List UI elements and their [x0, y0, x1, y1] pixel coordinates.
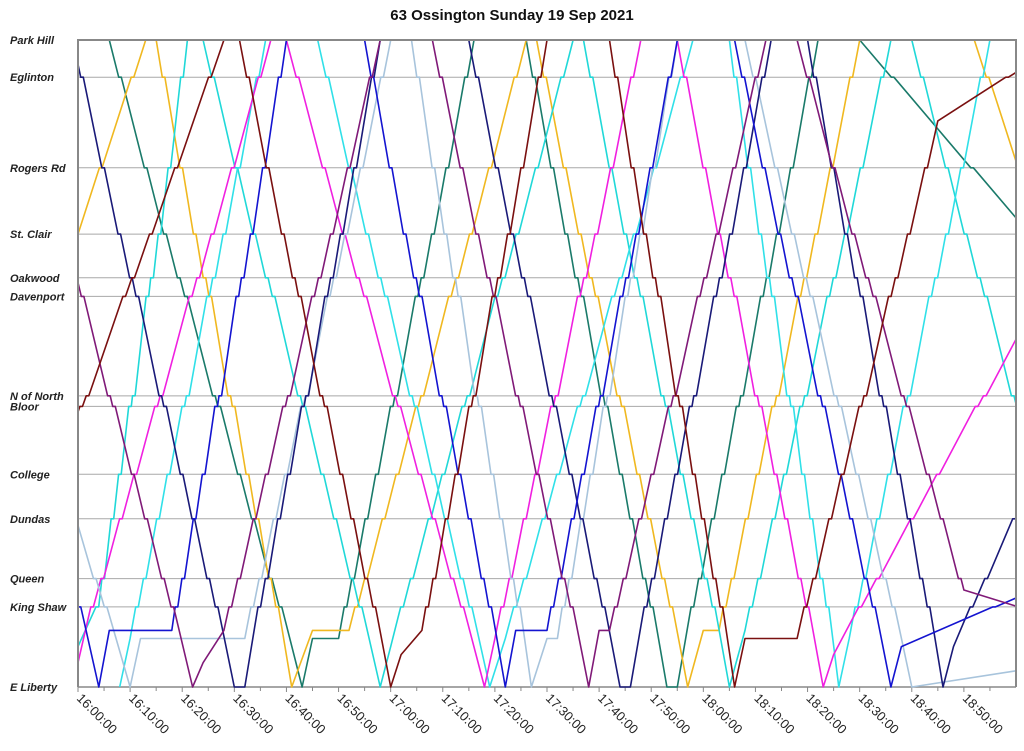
x-tick-label: 16:00:00	[74, 691, 120, 737]
vehicle-trace-2	[77, 39, 1017, 688]
x-tick-label: 16:50:00	[334, 691, 380, 737]
x-tick-label: 17:20:00	[491, 691, 537, 737]
station-label: Bloor	[10, 401, 39, 413]
station-label: Rogers Rd	[10, 163, 66, 175]
vehicle-trace-5	[77, 39, 1017, 688]
vehicle-trace-8	[77, 39, 1017, 688]
vehicle-trace-6	[77, 39, 1017, 688]
x-tick-label: 18:30:00	[856, 691, 902, 737]
station-label: Davenport	[10, 291, 66, 303]
station-label: N of North	[10, 391, 64, 403]
station-label: Eglinton	[10, 72, 54, 84]
x-tick-label: 16:10:00	[126, 691, 172, 737]
x-tick-label: 18:40:00	[908, 691, 954, 737]
station-label: King Shaw	[10, 602, 68, 614]
station-label: Park Hill	[10, 35, 55, 47]
plot-border	[77, 39, 1017, 687]
station-label: Queen	[10, 574, 45, 586]
station-label: Dundas	[10, 514, 50, 526]
x-tick-label: 17:40:00	[595, 691, 641, 737]
chart-title: 63 Ossington Sunday 19 Sep 2021	[390, 7, 634, 24]
x-tick-label: 17:00:00	[387, 691, 433, 737]
station-label: Oakwood	[10, 273, 60, 285]
vehicle-trace-9	[77, 39, 1017, 688]
station-label: College	[10, 469, 50, 481]
vehicle-trace-10	[77, 39, 1017, 688]
station-label: St. Clair	[10, 229, 52, 241]
vehicle-trace-7	[77, 39, 1017, 688]
x-tick-label: 18:20:00	[803, 691, 849, 737]
x-tick-label: 18:10:00	[751, 691, 797, 737]
x-tick-label: 17:30:00	[543, 691, 589, 737]
x-tick-label: 18:00:00	[699, 691, 745, 737]
x-tick-label: 16:20:00	[178, 691, 224, 737]
vehicle-trace-1	[78, 39, 1017, 688]
x-tick-label: 16:40:00	[282, 691, 328, 737]
x-tick-label: 16:30:00	[230, 691, 276, 737]
x-tick-label: 17:50:00	[647, 691, 693, 737]
station-label: E Liberty	[10, 682, 58, 694]
x-tick-label: 17:10:00	[439, 691, 485, 737]
x-tick-label: 18:50:00	[960, 691, 1006, 737]
vehicle-trace-3	[77, 39, 1017, 688]
